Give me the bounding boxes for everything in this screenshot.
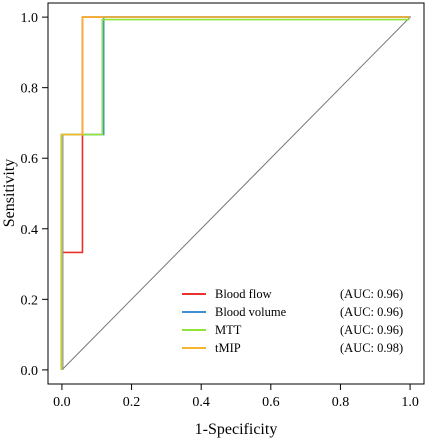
y-tick-label-1: 0.2: [21, 293, 39, 308]
legend-label-blood-flow: Blood flow: [215, 287, 272, 301]
legend-auc-tmip: (AUC: 0.98): [340, 341, 403, 355]
legend-auc-blood-volume: (AUC: 0.96): [340, 305, 403, 319]
plot-frame: [47, 2, 425, 385]
legend-label-tmip: tMIP: [215, 341, 241, 355]
y-tick-label-2: 0.4: [21, 223, 39, 238]
legend-auc-blood-flow: (AUC: 0.96): [340, 287, 403, 301]
y-tick-label-5: 1.0: [21, 11, 39, 26]
x-tick-label-4: 0.8: [332, 395, 350, 410]
x-tick-label-5: 1.0: [401, 395, 419, 410]
y-tick-label-0: 0.0: [21, 364, 39, 379]
series-line-tmip: [61, 16, 411, 370]
x-tick-label-3: 0.6: [262, 395, 280, 410]
reference-line-group: [61, 16, 411, 371]
y-axis-title: Sensitivity: [1, 159, 18, 227]
legend-auc-mtt: (AUC: 0.96): [340, 323, 403, 337]
y-tick-label-3: 0.6: [21, 152, 39, 167]
series-group: [60, 16, 411, 370]
legend: Blood flow (AUC: 0.96) Blood volume (AUC: 0…: [182, 287, 403, 355]
x-tick-label-2: 0.4: [192, 395, 210, 410]
y-tick-label-4: 0.8: [21, 82, 39, 97]
x-axis-title: 1-Specificity: [195, 421, 278, 438]
reference-diagonal: [61, 16, 411, 371]
legend-label-blood-volume: Blood volume: [215, 305, 287, 319]
x-tick-label-0: 0.0: [53, 395, 71, 410]
tick-group: 0.0 0.2 0.4 0.6 0.8 1.0 0.0 0.2 0.4 0.6 0.8 1.0: [21, 11, 419, 410]
x-tick-label-1: 0.2: [123, 395, 141, 410]
legend-label-mtt: MTT: [215, 323, 242, 337]
